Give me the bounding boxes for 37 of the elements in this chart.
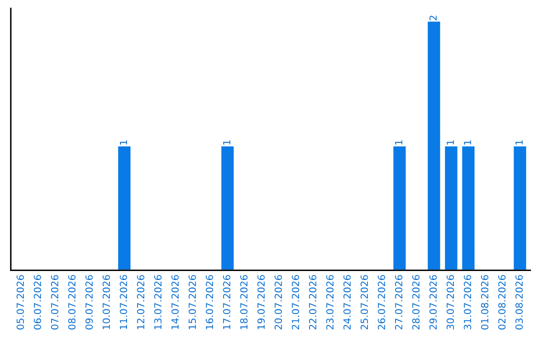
x-tick-label: 30.07.2026 — [446, 275, 454, 330]
x-tick-label: 15.07.2026 — [188, 275, 196, 330]
x-tick-label: 23.07.2026 — [326, 275, 334, 330]
data-label: 1 — [464, 140, 472, 145]
x-tick-label: 02.08.2026 — [498, 275, 506, 330]
x-tick-label: 17.07.2026 — [223, 275, 230, 330]
x-tick-label: 03.08.2026 — [515, 275, 523, 330]
x-tick-label: 22.07.2026 — [309, 275, 316, 330]
x-tick-label: 25.07.2026 — [360, 275, 368, 330]
x-tick-label: 16.07.2026 — [206, 275, 214, 330]
x-tick-label: 07.07.2026 — [50, 275, 58, 330]
x-tick-label: 12.07.2026 — [136, 275, 144, 330]
data-label: 1 — [446, 140, 454, 145]
x-tick-label: 13.07.2026 — [154, 275, 162, 330]
x-tick-label: 01.08.2026 — [481, 275, 488, 330]
data-label: 1 — [516, 140, 523, 145]
x-tick-label: 14.07.2026 — [171, 275, 179, 330]
data-label: 2 — [429, 16, 437, 20]
x-tick-label: 26.07.2026 — [378, 275, 386, 330]
x-tick-label: 10.07.2026 — [102, 275, 110, 330]
x-tick-label: 21.07.2026 — [292, 275, 300, 330]
x-tick-label: 06.07.2026 — [34, 275, 42, 330]
x-tick-label: 28.07.2026 — [412, 275, 420, 330]
x-tick-label: 09.07.2026 — [85, 275, 93, 330]
data-label: 1 — [223, 140, 230, 145]
x-tick-label: 18.07.2026 — [240, 275, 248, 330]
x-tick-label: 31.07.2026 — [464, 275, 472, 330]
x-tick-label: 27.07.2026 — [395, 275, 402, 330]
x-tick-label: 11.07.2026 — [120, 275, 128, 330]
x-tick-label: 19.07.2026 — [257, 275, 265, 330]
x-tick-label: 29.07.2026 — [429, 275, 437, 330]
x-tick-label: 08.07.2026 — [68, 275, 76, 330]
data-label: 1 — [395, 140, 402, 145]
x-tick-label: 05.07.2026 — [16, 275, 24, 330]
data-label: 1 — [120, 140, 128, 145]
x-tick-label: 20.07.2026 — [274, 275, 282, 330]
x-tick-label: 24.07.2026 — [343, 275, 351, 330]
